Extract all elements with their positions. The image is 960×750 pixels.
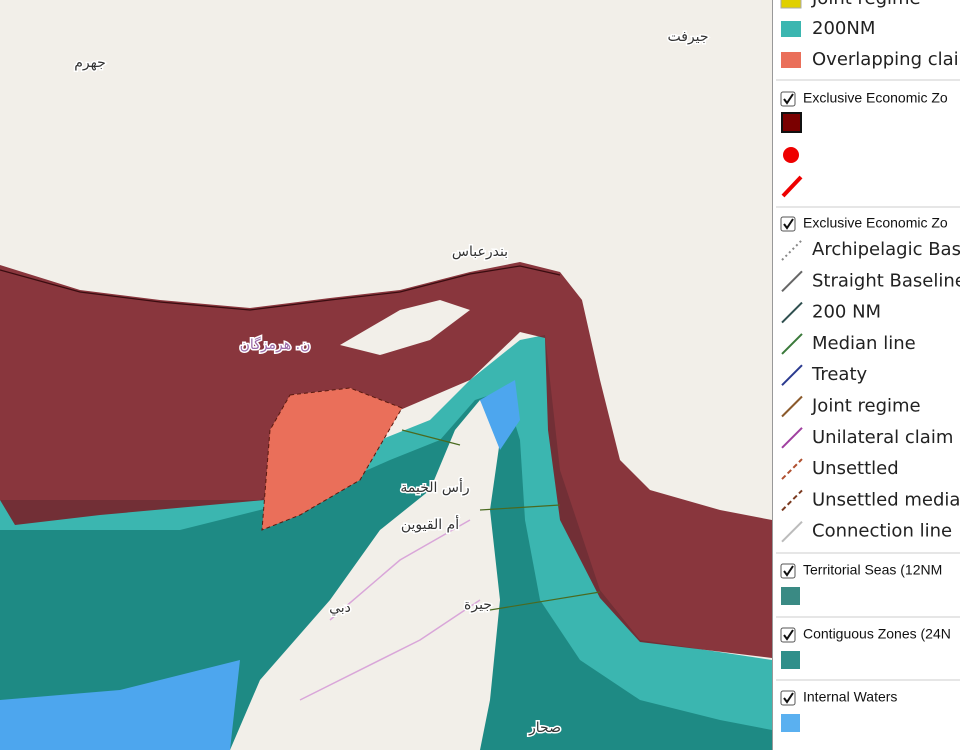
swatch xyxy=(780,0,802,9)
legend-label: Straight Baseline xyxy=(812,270,960,291)
legend-label: Joint regime xyxy=(811,396,921,417)
line-symbol xyxy=(781,520,803,543)
place-label: بندرعباس xyxy=(452,244,508,260)
internal-waters xyxy=(0,660,240,750)
line-symbol xyxy=(781,333,803,355)
place-label: ن. هرمزگان xyxy=(240,336,311,353)
legend-label: Joint regime xyxy=(811,0,921,9)
line-symbol xyxy=(781,364,803,386)
iran-land xyxy=(0,0,772,500)
map: جهرم جيرفت بندرعباس ن. هرمزگان رأس الخيم… xyxy=(0,0,772,750)
legend-label: 200NM xyxy=(812,18,875,39)
place-label: أم القيوين xyxy=(401,515,459,533)
line-symbol xyxy=(781,489,803,512)
legend-label: Unsettled xyxy=(812,458,899,479)
legend-label: Treaty xyxy=(811,364,868,385)
swatch xyxy=(781,21,801,37)
line-symbol xyxy=(781,175,803,198)
place-labels: جهرم جيرفت بندرعباس ن. هرمزگان رأس الخيم… xyxy=(73,28,710,738)
place-label: جهرم xyxy=(74,55,106,71)
swatch xyxy=(781,651,800,669)
swatch xyxy=(781,714,800,732)
place-label: دبي xyxy=(329,600,351,616)
checkmark xyxy=(783,218,794,230)
checkmark xyxy=(783,629,794,641)
legend-panel: Joint regime 200NM Overlapping clai Excl… xyxy=(772,0,960,750)
qeshm-island xyxy=(340,300,470,355)
place-label: جيرة xyxy=(464,597,492,613)
legend-label: Unsettled media xyxy=(812,489,960,510)
line-symbol xyxy=(781,395,803,418)
checkmark xyxy=(783,692,794,704)
internal-waters xyxy=(480,380,520,450)
layer-title: Contiguous Zones (24N xyxy=(803,626,951,642)
swatch xyxy=(781,112,802,133)
line-symbol xyxy=(781,427,803,449)
uae-land xyxy=(230,400,500,750)
separators xyxy=(776,79,960,681)
legend-bg xyxy=(772,0,960,750)
overlapping-claim xyxy=(261,387,403,531)
median-lines xyxy=(401,429,601,611)
swatch xyxy=(781,587,800,605)
legend-label: 200 NM xyxy=(812,302,881,323)
point-symbol xyxy=(783,147,799,163)
layer-title: Territorial Seas (12NM xyxy=(803,562,942,578)
line-symbol xyxy=(781,458,803,480)
uae-roads xyxy=(299,519,481,701)
checkmark xyxy=(783,565,794,577)
legend-label: Unilateral claim ( xyxy=(812,427,960,448)
line-symbol xyxy=(781,301,803,324)
swatch xyxy=(781,52,801,68)
layer-title: Internal Waters xyxy=(803,689,897,705)
place-label: جيرفت xyxy=(667,29,708,45)
layer-title: Exclusive Economic Zo xyxy=(803,215,948,231)
legend-label: Connection line xyxy=(812,521,952,542)
checkmark xyxy=(783,93,794,105)
eez-edge xyxy=(0,265,561,311)
layer-title: Exclusive Economic Zo xyxy=(803,90,948,106)
legend-label: Median line xyxy=(812,333,916,354)
place-label: رأس الخيمة xyxy=(400,478,469,496)
legend-label: Archipelagic Bas xyxy=(812,239,960,260)
place-label: صحار xyxy=(528,720,561,736)
exclusive-economic-zone xyxy=(0,262,772,658)
checkboxes[interactable] xyxy=(780,91,796,706)
legend-label: Overlapping clai xyxy=(812,49,959,70)
line-symbol xyxy=(781,270,803,293)
